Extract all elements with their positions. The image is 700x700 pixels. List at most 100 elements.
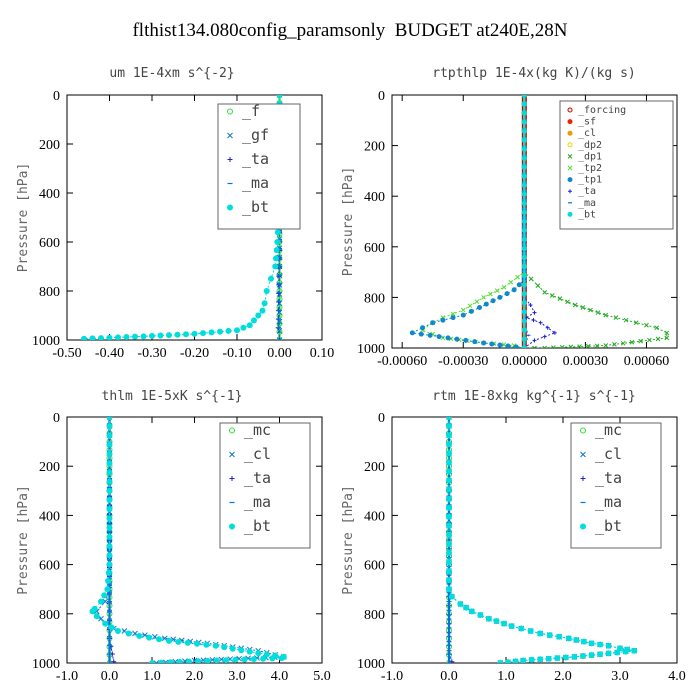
series-point: [501, 342, 507, 347]
legend-entry: _bt: [244, 517, 271, 535]
series-point: [521, 191, 527, 197]
series-point: [251, 317, 257, 324]
y-axis-label: Pressure [hPa]: [16, 163, 31, 273]
series-point: [537, 630, 544, 637]
series-point: [106, 506, 113, 513]
legend-marker: [229, 523, 235, 530]
series-point: [457, 600, 464, 607]
legend-box: [219, 422, 311, 549]
x-tick-label: -0.10: [222, 346, 251, 361]
series-point: [588, 307, 593, 313]
series-point: [527, 628, 534, 635]
legend-entry: _bt: [578, 209, 596, 220]
series-line-ta: [523, 95, 556, 348]
series-point: [521, 101, 527, 107]
legend-entry: _sf: [578, 117, 596, 128]
legend: _f _gf _ta _ma _bt: [217, 102, 301, 230]
series-point: [521, 95, 527, 98]
series-point: [580, 305, 586, 310]
legend-entry: _dp2: [578, 140, 602, 151]
y-axis-label: Pressure [hPa]: [16, 485, 31, 595]
series-point: [521, 255, 527, 261]
series-point: [542, 334, 547, 339]
series-point: [446, 417, 452, 420]
series-point: [106, 423, 113, 430]
legend-marker: [567, 142, 573, 148]
legend-marker: [568, 189, 572, 194]
series-point: [531, 318, 536, 323]
series-point: [468, 608, 475, 615]
series-point: [497, 660, 504, 663]
series-point: [617, 645, 623, 652]
series-point: [446, 432, 452, 439]
series-point: [104, 586, 111, 593]
legend-marker: [227, 108, 233, 115]
series-point: [521, 300, 527, 306]
x-tick-label: 1.0: [497, 669, 515, 684]
x-tick-label: 0.00: [267, 346, 292, 361]
series-point: [501, 620, 508, 627]
legend-marker: [567, 177, 573, 183]
series-point: [511, 287, 517, 293]
series-point: [221, 644, 228, 651]
series-point: [605, 650, 612, 657]
series-point: [132, 333, 138, 340]
y-axis-label: Pressure [hPa]: [341, 485, 356, 595]
series-point: [274, 229, 281, 236]
series-point: [102, 598, 109, 605]
series-group: [89, 417, 287, 663]
series-point: [460, 307, 466, 313]
y-tick-label: 0: [53, 411, 60, 426]
series-point: [603, 312, 609, 318]
series-point: [276, 328, 283, 335]
series-point: [277, 337, 282, 340]
series-point: [246, 648, 253, 655]
legend-marker: [580, 523, 586, 530]
y-tick-label: 200: [364, 460, 385, 475]
series-point: [490, 298, 496, 304]
legend-entry: _ta: [578, 186, 596, 197]
series-point: [106, 450, 113, 457]
series-point: [274, 239, 281, 245]
series-point: [580, 638, 587, 645]
series-point: [255, 650, 262, 657]
series-point: [157, 332, 164, 339]
series-point: [446, 559, 452, 566]
series-point: [460, 312, 466, 318]
series-point: [446, 477, 452, 484]
legend-entry: _cl: [595, 445, 622, 463]
series-point: [585, 343, 591, 348]
legend-marker: [567, 130, 573, 136]
legend-entry: _ma: [244, 493, 271, 511]
series-point: [234, 327, 240, 334]
series-point: [521, 155, 527, 161]
series-point: [102, 620, 109, 627]
series-line-tp1: [410, 95, 525, 348]
series-point: [485, 615, 492, 622]
y-tick-label: 200: [364, 140, 385, 155]
series-point: [644, 322, 649, 328]
series-point: [446, 486, 452, 493]
series-point: [105, 578, 112, 584]
series-point: [203, 641, 210, 648]
series-point: [98, 335, 104, 340]
y-tick-label: 400: [364, 190, 385, 205]
series-point: [521, 164, 527, 170]
series-point: [208, 329, 215, 336]
legend-marker: [567, 119, 573, 125]
x-tick-label: -0.20: [180, 346, 209, 361]
series-point: [232, 656, 239, 663]
y-tick-label: 1000: [32, 334, 60, 349]
series-point: [488, 291, 493, 297]
x-tick-label: -0.40: [95, 346, 124, 361]
series-point: [225, 327, 232, 334]
series-point: [468, 308, 474, 314]
panel-title: um 1E-4xm s^{-2}: [109, 66, 234, 81]
legend-entry: _tp1: [578, 175, 602, 186]
x-tick-label: 4.0: [668, 669, 686, 684]
series-point: [481, 340, 487, 346]
series-point: [115, 628, 121, 635]
series-point: [111, 659, 117, 663]
series-point: [106, 441, 113, 448]
series-point: [521, 200, 527, 206]
